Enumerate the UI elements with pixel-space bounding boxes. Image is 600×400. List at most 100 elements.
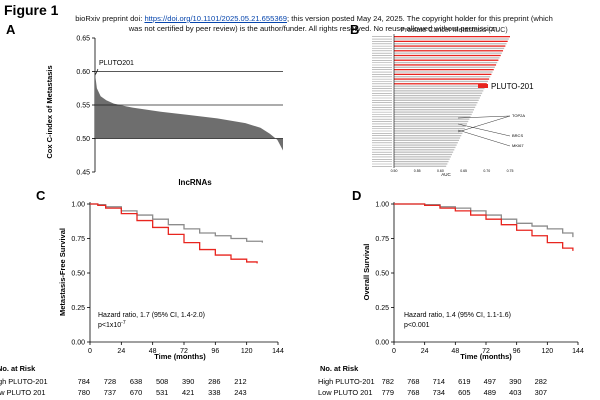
- panel-d-xtick-label: 0: [392, 348, 396, 355]
- panel-c-xtick-label: 120: [241, 348, 253, 355]
- panel-c-ytick-label: 0.75: [71, 236, 85, 243]
- panel-b-bar: [394, 73, 492, 76]
- panel-c-ytick-label: 0.25: [71, 305, 85, 312]
- panel-b-bar: [394, 106, 476, 109]
- panel-a-ytick-label: 0.60: [76, 69, 90, 76]
- panel-b-bar: [394, 160, 449, 163]
- risk-cell: 734: [432, 388, 445, 397]
- panel-c-pvalue-exp: -7: [121, 320, 126, 326]
- panel-d-xtick-label: 144: [572, 348, 584, 355]
- panel-b-bar: [394, 94, 481, 97]
- panel-c-xtick-label: 72: [180, 348, 188, 355]
- panel-d-hazard-line2: p<0.001: [404, 322, 430, 329]
- risk-cell: 784: [77, 377, 90, 386]
- panel-b-legend-swatch: [478, 84, 488, 88]
- panel-a-ytick-label: 0.45: [76, 170, 90, 177]
- panel-d-xtick-label: 48: [451, 348, 459, 355]
- risk-cell: 619: [458, 377, 471, 386]
- risk-row-label: Low PLUTO 201: [0, 388, 46, 397]
- risk-table-d: No. at Risk High PLUTO-201 782 768 714 619 49…: [318, 364, 600, 400]
- panel-c-xtick-label: 24: [117, 348, 125, 355]
- panel-c-curve-high: [90, 203, 258, 264]
- panel-b-bar: [394, 40, 508, 43]
- panel-b-bar: [394, 104, 477, 106]
- panel-b-bar: [394, 80, 488, 83]
- panel-b-xlabel: AUC: [441, 172, 451, 177]
- panel-b-bar: [394, 153, 452, 156]
- panel-c-xtick-label: 144: [272, 348, 284, 355]
- panel-d-ylabel: Overall Survival: [362, 244, 371, 301]
- panel-d-hazard-line1: Hazard ratio, 1.4 (95% CI, 1.1-1.6): [404, 312, 511, 319]
- panel-c-pvalue: p<1x10: [98, 322, 121, 329]
- panel-b-bar: [394, 71, 493, 73]
- panel-b-auc-bars: [372, 34, 510, 168]
- panel-b-annot-brcs: BRCS: [512, 133, 523, 138]
- panel-b-bar: [394, 54, 501, 57]
- preprint-header: bioRxiv preprint doi: https://doi.org/10…: [36, 14, 592, 33]
- panel-a-annotation-leader: [95, 68, 99, 75]
- panel-b-bar: [394, 144, 457, 146]
- panel-c-xtick-label: 96: [211, 348, 219, 355]
- panel-d-ytick-label: 1.00: [375, 202, 389, 209]
- panel-b-bar: [394, 142, 458, 144]
- panel-b-bar: [394, 50, 504, 52]
- risk-cell: 768: [407, 388, 420, 397]
- panel-b-bar: [394, 97, 480, 99]
- panel-a-ytick-label: 0.50: [76, 136, 90, 143]
- panel-b-bar: [394, 132, 463, 134]
- panel-b-bar: [394, 59, 499, 61]
- panel-b-bar: [394, 45, 506, 47]
- panel-c-curve-low: [90, 203, 263, 243]
- panel-b-bar: [394, 109, 475, 111]
- panel-d-xtick-label: 24: [421, 348, 429, 355]
- panel-b-bar: [394, 123, 468, 125]
- panel-b-xtick-label: 0.60: [437, 169, 444, 173]
- figure-title: Figure 1: [4, 2, 59, 18]
- risk-cell: 212: [234, 377, 247, 386]
- panel-a-xlabel: lncRNAs: [178, 178, 212, 187]
- panel-b-bar: [394, 66, 495, 68]
- risk-cell: 782: [381, 377, 394, 386]
- panel-a-yaxis: 0.65 0.60 0.55 0.50 0.45: [76, 36, 96, 177]
- panel-b-bar: [394, 64, 497, 66]
- panel-a-ytick-label: 0.65: [76, 36, 90, 43]
- panel-c-xtick-label: 48: [149, 348, 157, 355]
- panel-label-a: A: [6, 22, 16, 37]
- panel-b-xtick-label: 0.70: [483, 169, 490, 173]
- panel-b-annotation-line: [457, 129, 511, 147]
- risk-cell: 307: [534, 388, 547, 397]
- panel-b-bar: [394, 90, 484, 92]
- panel-b-bar: [394, 38, 509, 40]
- risk-cell: 243: [234, 388, 247, 397]
- panel-b-bar: [394, 83, 487, 85]
- panel-b-bar: [394, 130, 464, 132]
- risk-table-c-title: No. at Risk: [0, 364, 36, 373]
- panel-b-bar: [394, 99, 479, 101]
- panel-label-c: C: [36, 188, 46, 203]
- panel-b-bar: [394, 78, 490, 80]
- panel-b-bar: [394, 76, 491, 78]
- panel-d-survival-curves: [394, 203, 574, 251]
- panel-label-b: B: [350, 22, 360, 37]
- panel-b-annot-top2a: TOP2A: [512, 113, 525, 118]
- panel-d-xtick-label: 72: [482, 348, 490, 355]
- doi-link[interactable]: https://doi.org/10.1101/2025.05.21.65536…: [144, 14, 288, 23]
- panel-c-ytick-label: 0.00: [71, 340, 85, 347]
- panel-b-bar: [394, 156, 451, 158]
- panel-b-bar: [394, 163, 448, 165]
- risk-cell: 286: [208, 377, 221, 386]
- header-suffix: ; this version posted May 24, 2025. The …: [287, 14, 553, 23]
- panel-b-bar: [394, 139, 459, 142]
- panel-b-bar: [394, 57, 500, 59]
- panel-b-bar: [394, 92, 483, 94]
- panel-c-axes: 0.00 0.25 0.50 0.75 1.00 0 24 48 72 96 120 144: [71, 202, 284, 356]
- panel-c-survival-curves: [90, 203, 263, 264]
- panel-a-annotation: PLUTO201: [99, 60, 134, 67]
- panel-b-bar: [394, 135, 462, 137]
- panel-b-bar: [394, 36, 510, 38]
- panel-b-bar: [394, 118, 470, 120]
- panel-b-bar: [394, 111, 473, 113]
- panel-label-d: D: [352, 188, 362, 203]
- panel-b-bar: [394, 85, 486, 87]
- risk-cell: 779: [381, 388, 394, 397]
